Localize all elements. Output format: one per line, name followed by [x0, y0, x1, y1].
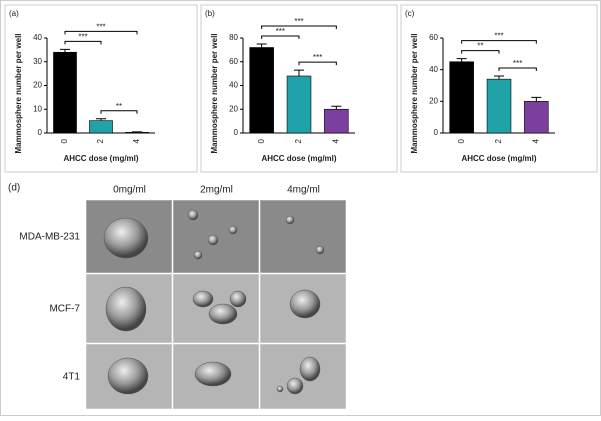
y-tick-label: 0 — [234, 128, 239, 137]
bar — [324, 109, 348, 133]
x-axis-label: AHCC dose (mg/ml) — [461, 154, 536, 163]
cell-cluster — [195, 362, 231, 386]
column-label: 4mg/ml — [287, 185, 320, 196]
error-bar — [257, 44, 267, 48]
panel-label: (b) — [205, 9, 215, 18]
cell-cluster — [290, 290, 320, 318]
significance-bracket — [462, 41, 537, 44]
cell-cluster — [106, 287, 146, 331]
significance-bracket — [65, 41, 101, 44]
panel-label: (c) — [405, 9, 415, 18]
x-tick-label: 0 — [60, 138, 69, 143]
y-tick-label: 60 — [429, 33, 438, 42]
significance-bracket — [299, 62, 336, 65]
bar — [287, 76, 311, 133]
y-axis-label: Mammosphere number per well — [410, 33, 419, 153]
bar — [250, 48, 274, 134]
error-bar — [294, 70, 304, 76]
bar — [125, 132, 148, 133]
cell-cluster — [230, 291, 246, 307]
error-bar — [531, 97, 541, 101]
x-tick-label: 2 — [294, 138, 303, 143]
significance-bracket — [499, 68, 536, 71]
column-label: 2mg/ml — [200, 185, 233, 196]
significance-bracket — [262, 36, 299, 39]
column-label: 0mg/ml — [113, 185, 146, 196]
cell-cluster — [208, 235, 218, 245]
cell-cluster — [300, 357, 320, 381]
row-label: MDA-MB-231 — [19, 232, 80, 243]
bar — [450, 62, 474, 133]
panel-label: (a) — [9, 9, 19, 18]
y-tick-label: 0 — [38, 128, 43, 137]
bar — [487, 79, 511, 133]
y-tick-label: 40 — [229, 81, 238, 90]
y-axis-label: Mammosphere number per well — [14, 33, 23, 153]
y-tick-label: 20 — [229, 104, 238, 113]
x-tick-label: 2 — [96, 138, 105, 143]
significance-label: ** — [477, 42, 483, 51]
cell-cluster — [316, 246, 324, 254]
significance-label: *** — [78, 33, 87, 42]
x-axis-label: AHCC dose (mg/ml) — [63, 154, 138, 163]
x-tick-label: 4 — [331, 138, 340, 143]
significance-label: *** — [494, 32, 503, 41]
significance-bracket — [101, 111, 137, 114]
y-tick-label: 30 — [33, 57, 42, 66]
significance-label: *** — [276, 27, 285, 36]
y-tick-label: 0 — [434, 128, 439, 137]
x-tick-label: 4 — [531, 138, 540, 143]
cell-cluster — [108, 358, 148, 394]
panel-label: (d) — [8, 183, 20, 194]
significance-label: *** — [294, 17, 303, 26]
error-bar — [494, 76, 504, 79]
x-tick-label: 2 — [494, 138, 503, 143]
cell-cluster — [287, 378, 303, 394]
significance-bracket — [462, 51, 499, 54]
cell-cluster — [193, 291, 213, 307]
bar — [53, 52, 76, 133]
significance-bracket — [262, 26, 337, 29]
cell-cluster — [104, 218, 148, 258]
significance-label: ** — [116, 102, 122, 111]
cell-cluster — [188, 210, 198, 220]
y-tick-label: 10 — [33, 104, 42, 113]
significance-label: *** — [313, 53, 322, 62]
y-tick-label: 60 — [229, 57, 238, 66]
cell-cluster — [286, 216, 294, 224]
cell-cluster — [229, 226, 237, 234]
y-axis-label: Mammosphere number per well — [210, 33, 219, 153]
x-axis-label: AHCC dose (mg/ml) — [261, 154, 336, 163]
significance-bracket — [65, 31, 137, 34]
bar — [524, 101, 548, 133]
error-bar — [331, 106, 341, 109]
x-tick-label: 0 — [257, 138, 266, 143]
significance-label: *** — [96, 23, 105, 32]
cell-cluster — [209, 304, 237, 324]
error-bar — [60, 49, 70, 52]
cell-cluster — [194, 251, 202, 259]
y-tick-label: 20 — [429, 96, 438, 105]
x-tick-label: 0 — [457, 138, 466, 143]
significance-label: *** — [513, 59, 522, 68]
row-label: 4T1 — [63, 372, 81, 383]
y-tick-label: 40 — [33, 33, 42, 42]
y-tick-label: 80 — [229, 33, 238, 42]
y-tick-label: 40 — [429, 65, 438, 74]
bar — [89, 121, 112, 133]
cell-cluster — [277, 386, 283, 392]
error-bar — [457, 59, 467, 62]
x-tick-label: 4 — [132, 138, 141, 143]
micrograph — [260, 200, 346, 273]
row-label: MCF-7 — [49, 304, 80, 315]
y-tick-label: 20 — [33, 81, 42, 90]
